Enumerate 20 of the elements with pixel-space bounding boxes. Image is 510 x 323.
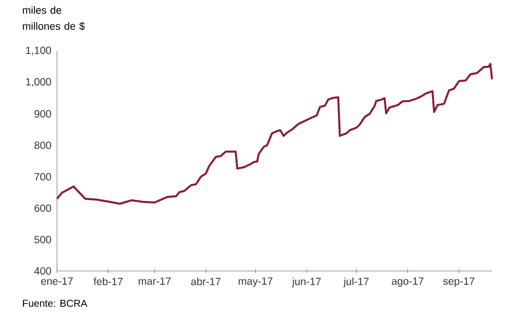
x-tick-label: feb-17 (94, 278, 123, 286)
y-tick-label: 1,100 (26, 46, 52, 56)
y-tick-label: 800 (34, 142, 52, 149)
y-tick-label: 700 (34, 173, 52, 180)
y-tick-label: 600 (34, 204, 52, 212)
source-note: Fuente: BCRA (23, 300, 88, 307)
x-tick-label: jun-17 (292, 278, 321, 288)
y-tick-label: 500 (34, 236, 52, 244)
x-tick-label: may-17 (238, 278, 272, 287)
y-tick-label: 900 (34, 110, 52, 118)
x-tick-label: abr-17 (191, 278, 220, 286)
x-tick-label: ago-17 (392, 278, 424, 287)
y-tick-label: 1,000 (26, 78, 52, 87)
x-tick-label: sep-17 (443, 278, 474, 287)
x-tick-label: ene-17 (41, 278, 73, 285)
y-axis-title: miles de millones de $ (22, 6, 85, 30)
x-tick-label: jul-17 (343, 278, 369, 288)
y-tick-label: 400 (34, 267, 52, 275)
line-series (56, 62, 494, 205)
x-tick-label: mar-17 (138, 278, 171, 285)
